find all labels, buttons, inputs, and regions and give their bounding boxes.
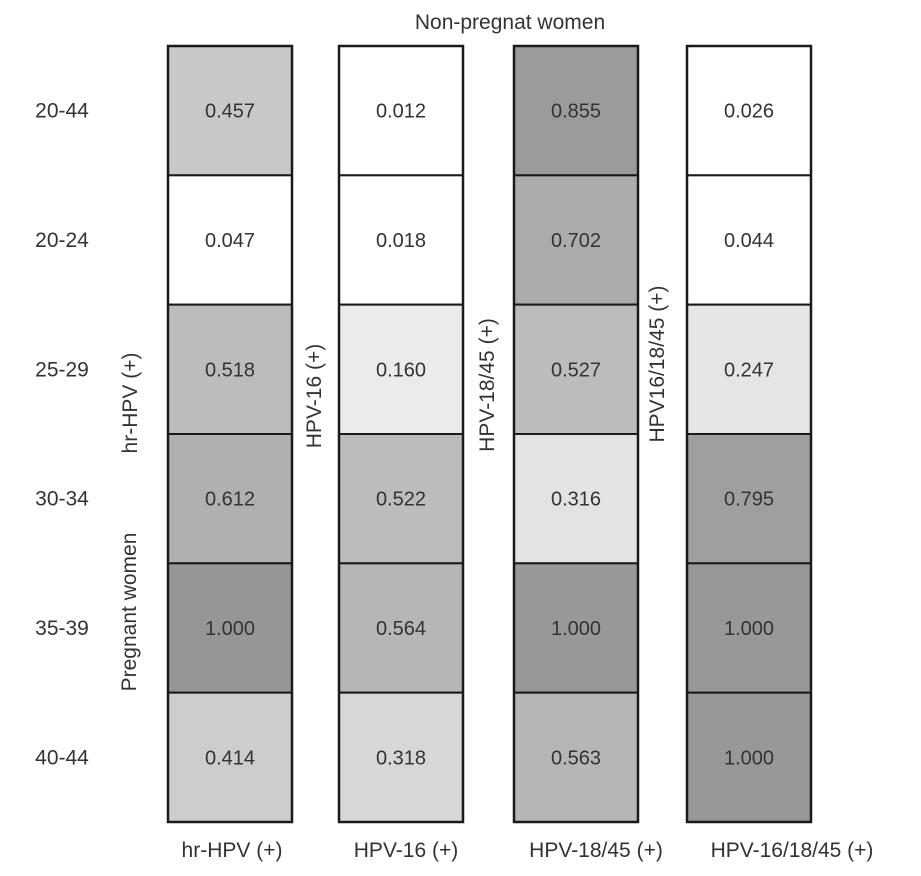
heatmap-cell (513, 303, 639, 435)
cell-value-label: 0.026 (724, 101, 774, 123)
row-label: 35-39 (35, 617, 89, 640)
cell-value-label: 0.160 (376, 359, 426, 381)
chart-title: Non-pregnat women (415, 11, 605, 34)
heatmap-cell (338, 433, 464, 565)
y-group-label: Pregnant women (118, 533, 141, 692)
heatmap-cell (686, 174, 812, 306)
cell-value-label: 0.612 (205, 489, 255, 511)
heatmap-cell (686, 45, 812, 177)
x-axis-label: HPV-16/18/45 (+) (711, 839, 874, 862)
heatmap-cell (513, 691, 639, 824)
heatmap-column: 0.026 0.044 0.247 0.795 1.000 1.000 HPV16/18/4… (646, 44, 813, 824)
cell-value-label: 0.044 (724, 230, 774, 252)
heatmap-column: 0.457 0.047 0.518 0.612 1.000 0.414 hr-HPV (+) (119, 44, 294, 824)
cell-value-label: 0.316 (551, 489, 601, 511)
cell-value-label: 0.522 (376, 489, 426, 511)
heatmap-column: 0.855 0.702 0.527 0.316 1.000 0.563 HPV-18/45 … (476, 44, 640, 824)
heatmap-cell (167, 433, 293, 565)
column-side-label: HPV16/18/45 (+) (646, 285, 669, 442)
heatmap-column: 0.012 0.018 0.160 0.522 0.564 0.318 HPV-16 (+) (303, 44, 465, 824)
heatmap-columns: 0.457 0.047 0.518 0.612 1.000 0.414 hr-HPV (+)… (119, 44, 813, 824)
heatmap-cell (513, 433, 639, 565)
cell-value-label: 0.527 (551, 359, 601, 381)
cell-value-label: 0.457 (205, 101, 255, 123)
row-label: 40-44 (35, 746, 89, 769)
heatmap-cell (167, 174, 293, 306)
column-border (166, 44, 294, 824)
cell-value-label: 0.247 (724, 359, 774, 381)
column-border (512, 44, 640, 824)
x-axis-labels: hr-HPV (+) HPV-16 (+) HPV-18/45 (+) HPV-16/… (182, 839, 874, 862)
cell-value-label: 0.047 (205, 230, 255, 252)
cell-value-label: 0.563 (551, 747, 601, 769)
cell-value-label: 0.018 (376, 230, 426, 252)
heatmap-cell (686, 433, 812, 565)
x-axis-label: HPV-18/45 (+) (529, 839, 663, 862)
row-label: 30-34 (35, 488, 89, 511)
cell-value-label: 1.000 (551, 618, 601, 640)
cell-value-label: 0.795 (724, 489, 774, 511)
cell-value-label: 0.518 (205, 359, 255, 381)
x-axis-label: HPV-16 (+) (354, 839, 458, 862)
heatmap-cell (338, 303, 464, 435)
cell-value-label: 0.414 (205, 747, 255, 769)
cell-value-label: 0.564 (376, 618, 426, 640)
cell-value-label: 1.000 (724, 747, 774, 769)
row-label: 20-44 (35, 100, 89, 123)
cell-value-label: 0.702 (551, 230, 601, 252)
column-border (337, 44, 465, 824)
column-side-label: HPV-16 (+) (303, 344, 326, 448)
column-side-label: hr-HPV (+) (119, 353, 142, 454)
cell-value-label: 0.318 (376, 747, 426, 769)
heatmap-cell (513, 45, 639, 177)
heatmap-cell (338, 691, 464, 824)
heatmap-cell (338, 562, 464, 694)
row-labels: 20-44 20-24 25-29 30-34 35-39 40-44 (35, 100, 89, 770)
cell-value-label: 1.000 (724, 618, 774, 640)
row-label: 20-24 (35, 229, 89, 252)
column-side-label: HPV-18/45 (+) (476, 318, 499, 452)
heatmap-cell (686, 691, 812, 824)
heatmap-cell (513, 562, 639, 694)
cell-value-label: 0.012 (376, 101, 426, 123)
heatmap-cell (167, 303, 293, 435)
cell-value-label: 0.855 (551, 101, 601, 123)
column-border (685, 44, 813, 824)
cell-value-label: 1.000 (205, 618, 255, 640)
row-label: 25-29 (35, 358, 89, 381)
heatmap-cell (513, 174, 639, 306)
x-axis-label: hr-HPV (+) (182, 839, 283, 862)
heatmap-cell (167, 45, 293, 177)
